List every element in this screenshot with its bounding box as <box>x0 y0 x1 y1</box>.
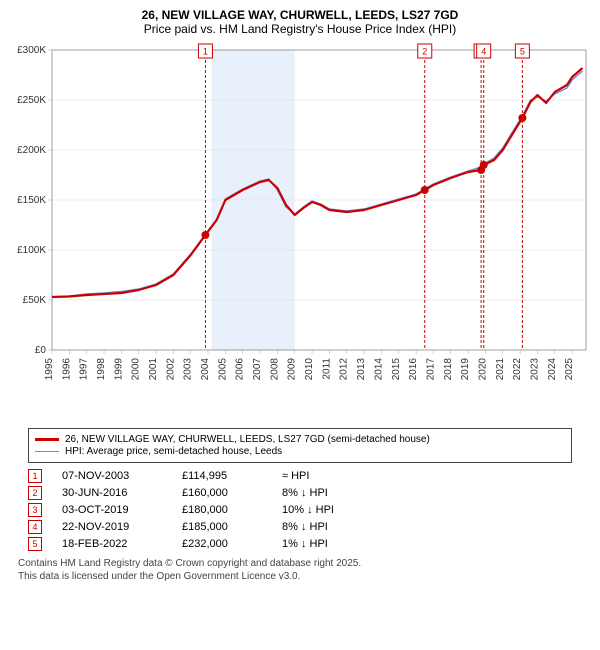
svg-text:2006: 2006 <box>235 358 246 381</box>
chart-area: £0 £50K £100K £150K £200K £250K £300K 1995 1996 1… <box>8 40 592 420</box>
sale-price: £114,995 <box>182 470 262 482</box>
svg-text:2018: 2018 <box>443 358 454 381</box>
sale-price: £185,000 <box>182 521 262 533</box>
sale-price: £160,000 <box>182 487 262 499</box>
svg-text:2010: 2010 <box>304 358 315 381</box>
svg-text:£300K: £300K <box>17 45 46 56</box>
svg-text:2021: 2021 <box>495 358 506 381</box>
svg-text:1998: 1998 <box>96 358 107 381</box>
svg-text:2014: 2014 <box>373 358 384 381</box>
svg-text:2012: 2012 <box>339 358 350 381</box>
sale-date: 18-FEB-2022 <box>62 538 162 550</box>
svg-text:2004: 2004 <box>200 358 211 381</box>
table-row: 2 30-JUN-2016 £160,000 8% ↓ HPI <box>28 486 572 500</box>
chart-title: 26, NEW VILLAGE WAY, CHURWELL, LEEDS, LS… <box>8 8 592 22</box>
svg-text:2002: 2002 <box>165 358 176 381</box>
legend-swatch <box>35 438 59 441</box>
table-row: 4 22-NOV-2019 £185,000 8% ↓ HPI <box>28 520 572 534</box>
sale-number-badge: 5 <box>28 537 42 551</box>
chart-subtitle: Price paid vs. HM Land Registry's House … <box>8 22 592 36</box>
svg-text:1: 1 <box>203 47 208 57</box>
sale-date: 30-JUN-2016 <box>62 487 162 499</box>
sale-number-badge: 4 <box>28 520 42 534</box>
svg-text:2016: 2016 <box>408 358 419 381</box>
line-chart: £0 £50K £100K £150K £200K £250K £300K 1995 1996 1… <box>8 40 592 420</box>
sale-diff: ≈ HPI <box>282 470 382 482</box>
svg-text:£250K: £250K <box>17 95 46 106</box>
svg-text:2015: 2015 <box>391 358 402 381</box>
sale-number-badge: 2 <box>28 486 42 500</box>
table-row: 1 07-NOV-2003 £114,995 ≈ HPI <box>28 469 572 483</box>
svg-text:£50K: £50K <box>23 295 47 306</box>
svg-text:£200K: £200K <box>17 145 46 156</box>
svg-text:5: 5 <box>520 47 525 57</box>
legend-swatch <box>35 451 59 453</box>
svg-text:£150K: £150K <box>17 195 46 206</box>
legend-label: HPI: Average price, semi-detached house,… <box>65 446 282 457</box>
svg-text:2023: 2023 <box>529 358 540 381</box>
svg-text:2009: 2009 <box>287 358 298 381</box>
svg-text:£100K: £100K <box>17 245 46 256</box>
svg-text:1995: 1995 <box>44 358 55 381</box>
svg-text:2005: 2005 <box>217 358 228 381</box>
sale-diff: 8% ↓ HPI <box>282 521 382 533</box>
svg-text:2007: 2007 <box>252 358 263 381</box>
svg-text:2020: 2020 <box>477 358 488 381</box>
svg-text:1999: 1999 <box>113 358 124 381</box>
svg-text:2011: 2011 <box>321 358 332 380</box>
sale-price: £180,000 <box>182 504 262 516</box>
sales-table: 1 07-NOV-2003 £114,995 ≈ HPI 2 30-JUN-2016 £16… <box>28 469 572 551</box>
legend-item: HPI: Average price, semi-detached house,… <box>35 446 565 457</box>
sale-diff: 10% ↓ HPI <box>282 504 382 516</box>
svg-text:4: 4 <box>481 47 486 57</box>
svg-text:2000: 2000 <box>131 358 142 381</box>
svg-text:1997: 1997 <box>79 358 90 381</box>
sale-number-badge: 3 <box>28 503 42 517</box>
svg-text:2003: 2003 <box>183 358 194 381</box>
sale-number-badge: 1 <box>28 469 42 483</box>
sale-diff: 1% ↓ HPI <box>282 538 382 550</box>
svg-text:2008: 2008 <box>269 358 280 381</box>
svg-text:2025: 2025 <box>564 358 575 381</box>
footer-line: Contains HM Land Registry data © Crown c… <box>18 557 582 570</box>
footer-line: This data is licensed under the Open Gov… <box>18 570 582 583</box>
svg-text:2022: 2022 <box>512 358 523 381</box>
svg-text:2001: 2001 <box>148 358 159 381</box>
svg-text:2013: 2013 <box>356 358 367 381</box>
sale-date: 03-OCT-2019 <box>62 504 162 516</box>
svg-text:2024: 2024 <box>547 358 558 381</box>
sale-diff: 8% ↓ HPI <box>282 487 382 499</box>
legend: 26, NEW VILLAGE WAY, CHURWELL, LEEDS, LS… <box>28 428 572 463</box>
legend-item: 26, NEW VILLAGE WAY, CHURWELL, LEEDS, LS… <box>35 434 565 445</box>
sale-date: 22-NOV-2019 <box>62 521 162 533</box>
sale-date: 07-NOV-2003 <box>62 470 162 482</box>
svg-text:1996: 1996 <box>61 358 72 381</box>
svg-text:2: 2 <box>422 47 427 57</box>
legend-label: 26, NEW VILLAGE WAY, CHURWELL, LEEDS, LS… <box>65 434 430 445</box>
footer-attribution: Contains HM Land Registry data © Crown c… <box>18 557 582 583</box>
sale-price: £232,000 <box>182 538 262 550</box>
svg-text:£0: £0 <box>35 345 47 356</box>
table-row: 3 03-OCT-2019 £180,000 10% ↓ HPI <box>28 503 572 517</box>
svg-text:2017: 2017 <box>425 358 436 381</box>
svg-text:2019: 2019 <box>460 358 471 381</box>
table-row: 5 18-FEB-2022 £232,000 1% ↓ HPI <box>28 537 572 551</box>
